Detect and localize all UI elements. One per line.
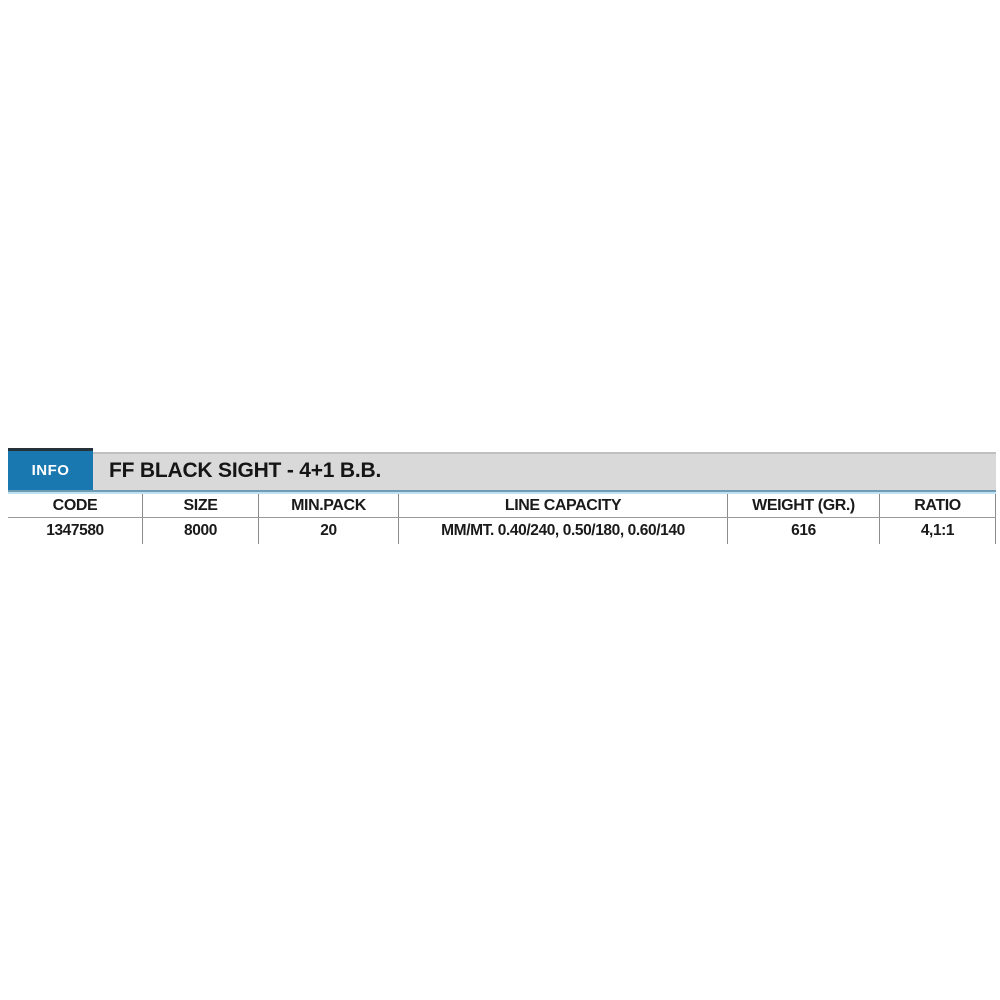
title-underline xyxy=(8,490,996,494)
cell-ratio: 4,1:1 xyxy=(880,518,996,544)
header-cell-size: SIZE xyxy=(143,494,259,517)
cell-weight: 616 xyxy=(728,518,880,544)
panel-title-bar: INFO FF BLACK SIGHT - 4+1 B.B. xyxy=(8,448,996,490)
title-bar-background xyxy=(93,452,996,490)
info-tab-label: INFO xyxy=(31,462,70,479)
cell-line-capacity: MM/MT. 0.40/240, 0.50/180, 0.60/140 xyxy=(399,518,728,544)
header-cell-line-capacity: LINE CAPACITY xyxy=(399,494,728,517)
header-cell-ratio: RATIO xyxy=(880,494,996,517)
table-header-row: CODE SIZE MIN.PACK LINE CAPACITY WEIGHT … xyxy=(8,494,996,518)
info-tab: INFO xyxy=(8,448,93,490)
header-cell-code: CODE xyxy=(8,494,143,517)
table-row: 1347580 8000 20 MM/MT. 0.40/240, 0.50/18… xyxy=(8,518,996,544)
cell-min-pack: 20 xyxy=(259,518,399,544)
header-cell-min-pack: MIN.PACK xyxy=(259,494,399,517)
cell-code: 1347580 xyxy=(8,518,143,544)
product-title: FF BLACK SIGHT - 4+1 B.B. xyxy=(109,459,382,482)
header-cell-weight: WEIGHT (GR.) xyxy=(728,494,880,517)
product-spec-panel: INFO FF BLACK SIGHT - 4+1 B.B. CODE SIZE… xyxy=(8,448,996,544)
cell-size: 8000 xyxy=(143,518,259,544)
